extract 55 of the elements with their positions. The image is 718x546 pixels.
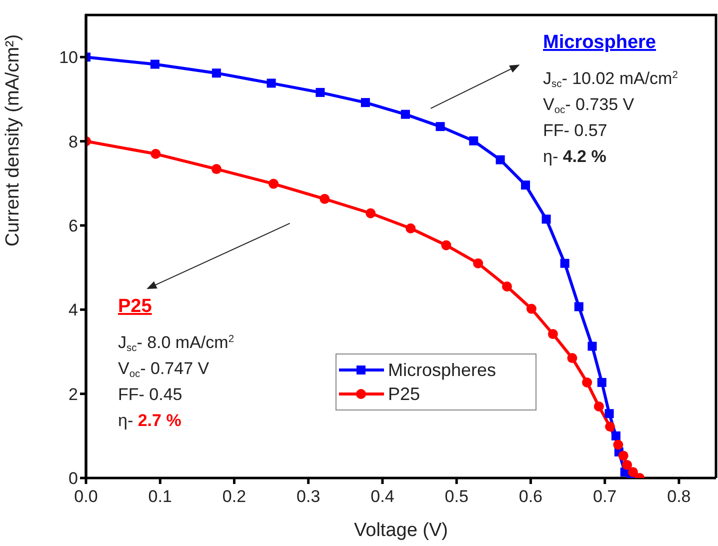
point: [526, 304, 536, 314]
legend-label: Microspheres: [388, 360, 496, 380]
y-tick-label: 4: [68, 300, 78, 320]
y-tick-label: 8: [68, 132, 78, 152]
point: [611, 431, 620, 440]
point: [502, 281, 512, 292]
point: [316, 88, 325, 97]
x-tick-label: 0.8: [667, 487, 691, 506]
point: [212, 68, 221, 78]
x-tick-label: 0.6: [518, 487, 543, 506]
x-tick-label: 0.1: [148, 487, 172, 506]
point: [150, 60, 160, 69]
point: [604, 409, 614, 418]
point: [469, 136, 478, 146]
y-tick-label: 0: [68, 469, 78, 488]
point: [582, 377, 592, 388]
point: [542, 214, 551, 224]
x-tick-label: 0.3: [296, 487, 320, 506]
point: [360, 98, 370, 108]
point: [400, 110, 410, 119]
point: [628, 467, 638, 478]
point: [441, 240, 452, 250]
point: [366, 208, 376, 218]
y-tick-label: 2: [68, 384, 78, 404]
x-tick-label: 0.0: [74, 487, 98, 506]
legend-label: P25: [388, 384, 420, 404]
point: [473, 258, 484, 268]
point: [548, 329, 558, 340]
x-tick-label: 0.4: [370, 487, 394, 506]
point: [567, 353, 578, 364]
point: [574, 302, 584, 312]
point: [521, 180, 530, 190]
y-axis-title: Current density (mA/cm²): [2, 34, 24, 246]
point: [150, 148, 161, 159]
x-tick-label: 0.7: [593, 487, 617, 506]
point: [613, 440, 624, 450]
point: [594, 401, 604, 412]
point: [597, 378, 606, 387]
point: [622, 460, 632, 470]
point: [436, 122, 445, 132]
point: [268, 178, 279, 189]
point: [406, 223, 416, 234]
point: [560, 258, 570, 268]
x-tick-label: 0.5: [444, 487, 468, 506]
y-tick-label: 6: [68, 216, 78, 236]
point: [618, 450, 628, 461]
point: [605, 422, 616, 432]
x-axis-title: Voltage (V): [354, 520, 448, 541]
point: [266, 78, 276, 88]
point: [496, 155, 505, 164]
y-tick-label: 10: [59, 48, 78, 68]
point: [211, 164, 222, 174]
point: [588, 342, 597, 351]
x-tick-label: 0.2: [222, 487, 246, 506]
point: [320, 194, 330, 204]
